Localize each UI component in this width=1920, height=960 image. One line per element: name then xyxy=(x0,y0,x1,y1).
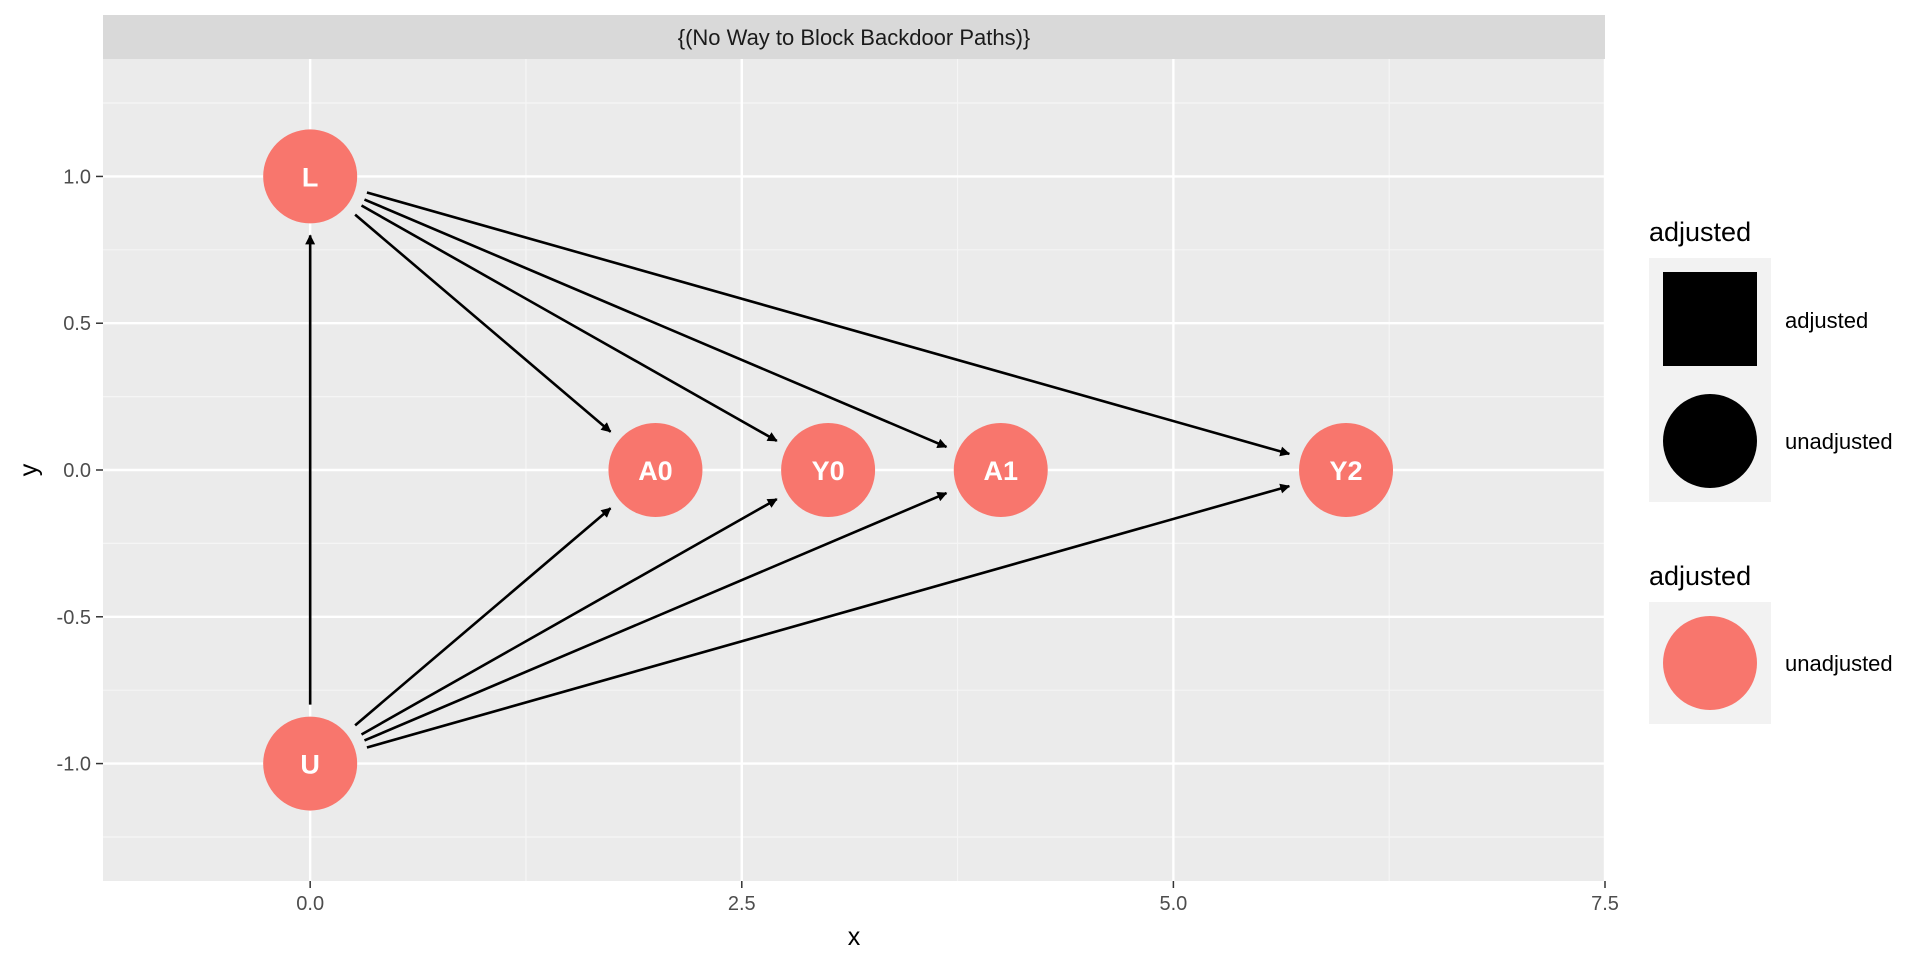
x-tick-label: 5.0 xyxy=(1159,893,1187,915)
node-Y0 xyxy=(781,423,876,517)
y-tick-label: -0.5 xyxy=(57,607,91,629)
edge-L-to-A0 xyxy=(354,213,612,433)
legend-label-unadjusted-color: unadjusted xyxy=(1785,651,1893,676)
y-axis-title: y xyxy=(15,463,43,476)
node-U xyxy=(263,716,358,811)
legend-label-adjusted: adjusted xyxy=(1785,308,1868,333)
node-label-Y2: Y2 xyxy=(1330,456,1363,486)
legend-label-unadjusted-shape: unadjusted xyxy=(1785,429,1893,454)
node-A1 xyxy=(953,423,1048,517)
edge-L-to-Y0 xyxy=(360,204,778,443)
edge-U-to-Y2 xyxy=(366,483,1291,749)
legend-color-title: adjusted xyxy=(1649,561,1751,591)
legend-key-unadjusted-circle xyxy=(1663,394,1757,488)
legend-shape: adjusted adjusted unadjusted xyxy=(1649,217,1893,502)
node-Y2 xyxy=(1299,423,1394,517)
node-label-A0: A0 xyxy=(638,456,673,486)
edge-L-to-Y2 xyxy=(366,191,1291,457)
nodes: L U A0 Y0 A1 Y2 xyxy=(263,129,1394,811)
grid-minor xyxy=(103,59,1605,881)
y-tick-label: 0.0 xyxy=(63,460,91,482)
node-label-Y0: Y0 xyxy=(812,456,845,486)
edge-L-to-A1 xyxy=(363,198,948,449)
legend-color: adjusted unadjusted xyxy=(1649,561,1893,724)
facet-strip-title: {(No Way to Block Backdoor Paths)} xyxy=(678,25,1031,50)
edge-U-to-A1 xyxy=(363,491,948,742)
node-A0 xyxy=(608,423,703,517)
x-axis: 0.0 2.5 5.0 7.5 xyxy=(296,881,1619,915)
y-tick-label: 1.0 xyxy=(63,166,91,188)
x-tick-label: 0.0 xyxy=(296,893,324,915)
y-tick-label: -1.0 xyxy=(57,754,91,776)
x-tick-label: 2.5 xyxy=(728,893,756,915)
edge-U-to-A0 xyxy=(354,507,612,727)
x-tick-label: 7.5 xyxy=(1591,893,1619,915)
node-L xyxy=(263,129,358,224)
y-axis: 1.0 0.5 0.0 -0.5 -1.0 xyxy=(57,166,103,776)
edges xyxy=(305,191,1291,749)
node-label-L: L xyxy=(302,162,319,192)
legend-key-unadjusted-color xyxy=(1663,616,1757,710)
legend-shape-title: adjusted xyxy=(1649,217,1751,247)
x-axis-title: x xyxy=(848,923,861,951)
facet-strip xyxy=(103,15,1605,59)
edge-U-to-Y0 xyxy=(360,497,778,736)
node-label-A1: A1 xyxy=(983,456,1018,486)
legend-key-adjusted-square xyxy=(1663,272,1757,366)
y-tick-label: 0.5 xyxy=(63,313,91,335)
node-label-U: U xyxy=(300,750,320,780)
